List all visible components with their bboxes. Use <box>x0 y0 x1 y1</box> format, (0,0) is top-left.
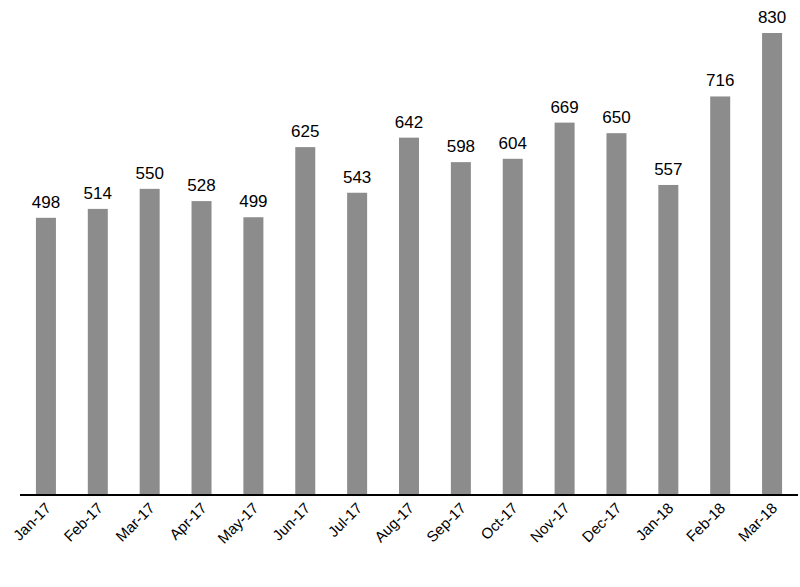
data-label: 650 <box>602 108 630 127</box>
bar <box>606 133 626 495</box>
bar <box>503 159 523 495</box>
data-label: 499 <box>239 192 267 211</box>
x-tick-label: Apr-17 <box>166 499 210 543</box>
bar <box>295 147 315 495</box>
data-label: 598 <box>447 137 475 156</box>
bar <box>36 218 56 495</box>
x-tick-label: Jun-17 <box>269 499 313 543</box>
x-axis <box>20 494 798 496</box>
bar <box>451 162 471 495</box>
data-label: 514 <box>84 184 112 203</box>
x-tick-label: Jul-17 <box>324 499 365 540</box>
labels: 498 514 550 528 499 625 543 642 598 604 669 650 557 7… <box>10 8 787 546</box>
x-tick-label: Feb-18 <box>683 499 729 545</box>
x-tick-label: Dec-17 <box>578 499 624 545</box>
bar <box>762 33 782 495</box>
data-label: 550 <box>135 164 163 183</box>
data-label: 642 <box>395 113 423 132</box>
bar <box>192 201 212 495</box>
x-tick-label: Mar-17 <box>112 499 158 545</box>
x-tick-label: May-17 <box>214 499 261 546</box>
x-tick-label: Mar-18 <box>735 499 781 545</box>
chart-root: 498 514 550 528 499 625 543 642 598 604 669 650 557 7… <box>0 0 800 587</box>
chart-svg: 498 514 550 528 499 625 543 642 598 604 669 650 557 7… <box>0 0 800 587</box>
bar <box>140 189 160 495</box>
bar <box>555 123 575 495</box>
bar <box>658 185 678 495</box>
x-tick-label: Aug-17 <box>371 499 417 545</box>
bar <box>399 138 419 495</box>
x-tick-label: Oct-17 <box>477 499 521 543</box>
data-label: 669 <box>550 98 578 117</box>
x-tick-label: Jan-18 <box>632 499 676 543</box>
data-label: 543 <box>343 168 371 187</box>
bar <box>347 193 367 495</box>
x-tick-label: Nov-17 <box>527 499 573 545</box>
x-tick-label: Feb-17 <box>60 499 106 545</box>
x-tick-label: Jan-17 <box>10 499 54 543</box>
bars <box>36 33 782 495</box>
x-tick-label: Sep-17 <box>423 499 469 545</box>
data-label: 604 <box>499 134 527 153</box>
data-label: 498 <box>32 193 60 212</box>
bar <box>710 96 730 495</box>
bar <box>88 209 108 495</box>
data-label: 625 <box>291 122 319 141</box>
data-label: 830 <box>758 8 786 27</box>
data-label: 716 <box>706 71 734 90</box>
data-label: 557 <box>654 160 682 179</box>
data-label: 528 <box>187 176 215 195</box>
bar <box>243 217 263 495</box>
